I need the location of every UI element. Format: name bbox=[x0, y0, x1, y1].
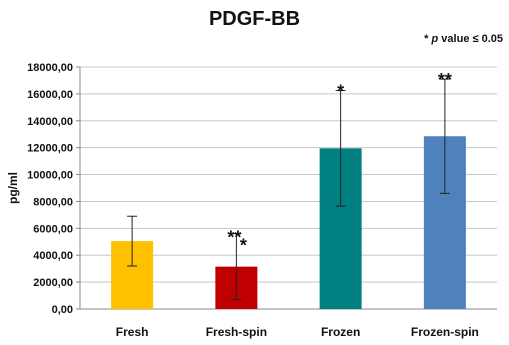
y-axis-label: pg/ml bbox=[6, 172, 20, 204]
y-tick-label: 0,00 bbox=[52, 304, 73, 316]
significance-marker: ** bbox=[227, 228, 241, 248]
significance-marker: * bbox=[240, 236, 247, 256]
category-label: Frozen-spin bbox=[411, 325, 479, 339]
y-tick-label: 8000,00 bbox=[33, 196, 73, 208]
significance-note: * p value ≤ 0.05 bbox=[424, 33, 503, 45]
y-tick-label: 4000,00 bbox=[33, 250, 73, 262]
y-tick-label: 18000,00 bbox=[27, 62, 73, 74]
significance-marker: ** bbox=[438, 70, 452, 90]
y-tick-label: 6000,00 bbox=[33, 223, 73, 235]
y-tick-label: 16000,00 bbox=[27, 89, 73, 101]
category-label: Frozen bbox=[321, 325, 360, 339]
y-tick-label: 14000,00 bbox=[27, 116, 73, 128]
y-tick-label: 12000,00 bbox=[27, 143, 73, 155]
category-label: Fresh bbox=[116, 325, 149, 339]
y-tick-label: 10000,00 bbox=[27, 170, 73, 182]
category-label: Fresh-spin bbox=[206, 325, 267, 339]
significance-marker: * bbox=[337, 82, 344, 102]
y-tick-label: 2000,00 bbox=[33, 277, 73, 289]
chart-title: PDGF-BB bbox=[208, 8, 301, 30]
